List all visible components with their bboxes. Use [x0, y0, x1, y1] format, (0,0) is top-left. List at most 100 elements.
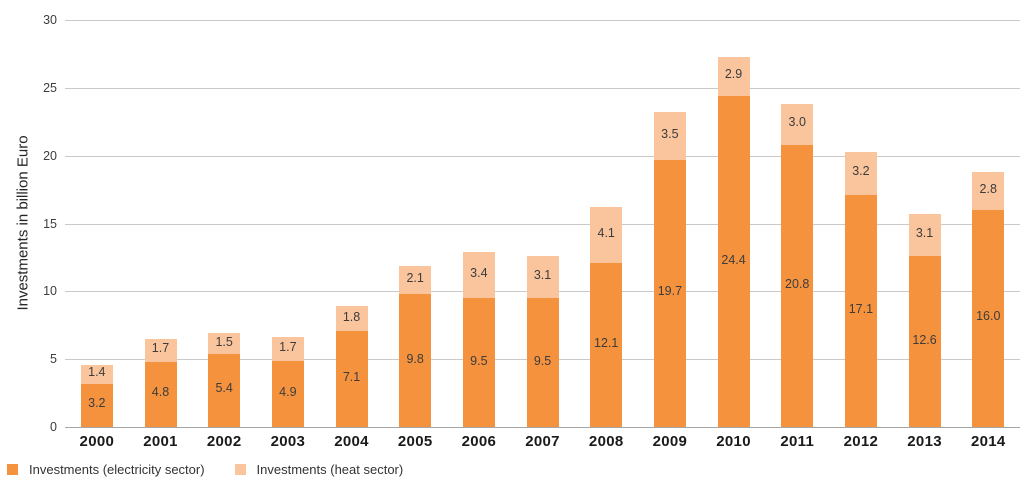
bars-layer: 1.4 3.2 1.7 4.8 1.5 5.4 1.7 4.9 1.8 7.1 2.1 9.8 3.4 9… — [65, 20, 1020, 427]
y-tick-label: 10 — [43, 284, 57, 299]
stacked-bar-2010: 2.9 24.4 — [717, 56, 750, 427]
stacked-bar-2013: 3.1 12.6 — [908, 214, 941, 427]
bar-column-2001: 1.7 4.8 — [129, 20, 193, 427]
bar-column-2007: 3.1 9.5 — [511, 20, 575, 427]
bar-segment-electricity-2008: 12.1 — [590, 262, 623, 427]
bar-value-label: 1.8 — [342, 309, 361, 324]
bar-column-2013: 3.1 12.6 — [893, 20, 957, 427]
bar-value-label: 3.5 — [661, 126, 679, 141]
bar-column-2006: 3.4 9.5 — [447, 20, 511, 427]
bar-segment-heat-2014: 2.8 — [972, 171, 1005, 210]
bar-segment-heat-2001: 1.7 — [144, 338, 177, 362]
bar-value-label: 3.4 — [470, 266, 488, 281]
bar-value-label: 20.8 — [785, 276, 810, 291]
bar-column-2014: 2.8 16.0 — [956, 20, 1020, 427]
bar-value-label: 9.5 — [470, 353, 488, 368]
bar-value-label: 7.1 — [342, 369, 361, 384]
bar-column-2010: 2.9 24.4 — [702, 20, 766, 427]
gridline — [65, 20, 1020, 21]
bar-value-label: 4.9 — [279, 384, 297, 399]
bar-value-label: 12.1 — [594, 335, 619, 350]
bar-column-2009: 3.5 19.7 — [638, 20, 702, 427]
stacked-bar-2008: 4.1 12.1 — [590, 207, 623, 427]
bar-segment-heat-2000: 1.4 — [80, 364, 113, 384]
bar-value-label: 4.1 — [597, 226, 615, 241]
x-tick-label-2000: 2000 — [79, 433, 115, 450]
bar-column-2012: 3.2 17.1 — [829, 20, 893, 427]
bar-column-2003: 1.7 4.9 — [256, 20, 320, 427]
bar-value-label: 2.1 — [406, 270, 424, 285]
legend-swatch-heat-icon — [234, 464, 246, 475]
stacked-bar-2005: 2.1 9.8 — [399, 265, 432, 427]
bar-segment-heat-2002: 1.5 — [208, 333, 241, 354]
bar-column-2008: 4.1 12.1 — [574, 20, 638, 427]
x-tick-label-2007: 2007 — [525, 433, 560, 450]
x-tick-label-2001: 2001 — [143, 433, 178, 450]
bar-segment-heat-2009: 3.5 — [653, 112, 686, 160]
bar-value-label: 3.0 — [788, 115, 806, 130]
y-tick-label: 25 — [43, 80, 57, 95]
bar-segment-heat-2007: 3.1 — [526, 256, 559, 299]
bar-segment-electricity-2011: 20.8 — [781, 144, 814, 427]
x-tick-label-2003: 2003 — [270, 433, 306, 450]
x-tick-label-2012: 2012 — [843, 433, 879, 450]
bar-value-label: 3.2 — [88, 396, 106, 411]
legend: Investments (electricity sector) Investme… — [7, 462, 403, 477]
bar-value-label: 3.2 — [852, 164, 870, 179]
bar-segment-electricity-2006: 9.5 — [462, 298, 495, 427]
bar-value-label: 9.8 — [406, 351, 424, 366]
bar-value-label: 9.5 — [533, 353, 552, 368]
bar-segment-electricity-2003: 4.9 — [271, 360, 304, 427]
stacked-bar-2000: 1.4 3.2 — [80, 364, 113, 427]
x-tick-label-2002: 2002 — [206, 433, 242, 450]
bar-segment-electricity-2010: 24.4 — [717, 96, 750, 427]
y-tick-label: 0 — [50, 420, 57, 434]
x-tick-label-2008: 2008 — [588, 433, 624, 450]
legend-label-heat: Investments (heat sector) — [256, 462, 404, 477]
bar-segment-heat-2005: 2.1 — [399, 265, 432, 294]
bar-segment-electricity-2004: 7.1 — [335, 330, 368, 427]
x-tick-label-2014: 2014 — [970, 433, 1006, 450]
stacked-bar-2009: 3.5 19.7 — [653, 112, 686, 427]
x-tick-label-2004: 2004 — [334, 433, 369, 450]
bar-segment-heat-2008: 4.1 — [590, 207, 623, 263]
bar-value-label: 2.8 — [979, 181, 997, 196]
bar-value-label: 12.6 — [912, 332, 937, 347]
bar-value-label: 17.1 — [848, 302, 874, 316]
bar-value-label: 19.7 — [657, 284, 683, 299]
bar-segment-electricity-2005: 9.8 — [399, 294, 432, 427]
legend-label-electricity: Investments (electricity sector) — [29, 462, 205, 477]
bar-column-2011: 3.0 20.8 — [765, 20, 829, 427]
bar-segment-heat-2003: 1.7 — [271, 337, 304, 361]
x-axis-labels: 2000 2001 2002 2003 2004 2005 2006 2007 2008 2009… — [65, 433, 1020, 450]
stacked-bar-2014: 2.8 16.0 — [972, 171, 1005, 427]
stacked-bar-2007: 3.1 9.5 — [526, 256, 559, 427]
plot-area: 1.4 3.2 1.7 4.8 1.5 5.4 1.7 4.9 1.8 7.1 2.1 9.8 3.4 9… — [65, 20, 1020, 428]
legend-item-electricity: Investments (electricity sector) — [7, 462, 205, 477]
bar-segment-heat-2011: 3.0 — [781, 104, 814, 145]
x-axis-line — [65, 427, 1020, 428]
bar-value-label: 16.0 — [976, 309, 1001, 324]
bar-segment-electricity-2000: 3.2 — [80, 383, 113, 427]
bar-column-2004: 1.8 7.1 — [320, 20, 384, 427]
bar-value-label: 1.7 — [151, 341, 170, 356]
bar-segment-heat-2013: 3.1 — [908, 214, 941, 257]
bar-column-2000: 1.4 3.2 — [65, 20, 129, 427]
bar-value-label: 1.7 — [279, 339, 297, 354]
stacked-bar-2002: 1.5 5.4 — [208, 333, 241, 427]
bar-column-2002: 1.5 5.4 — [192, 20, 256, 427]
legend-item-heat: Investments (heat sector) — [234, 462, 404, 477]
bar-segment-electricity-2001: 4.8 — [144, 361, 177, 427]
stacked-bar-2012: 3.2 17.1 — [844, 151, 877, 427]
x-tick-label-2013: 2013 — [907, 433, 942, 450]
bar-segment-electricity-2002: 5.4 — [208, 353, 241, 427]
bar-segment-electricity-2007: 9.5 — [526, 298, 559, 427]
gridline — [65, 155, 1020, 157]
bar-segment-heat-2012: 3.2 — [844, 151, 877, 195]
bar-value-label: 3.1 — [533, 268, 552, 283]
bar-segment-heat-2004: 1.8 — [335, 306, 368, 331]
bar-segment-electricity-2013: 12.6 — [908, 256, 941, 427]
bar-column-2005: 2.1 9.8 — [383, 20, 447, 427]
y-tick-label: 20 — [43, 148, 57, 163]
